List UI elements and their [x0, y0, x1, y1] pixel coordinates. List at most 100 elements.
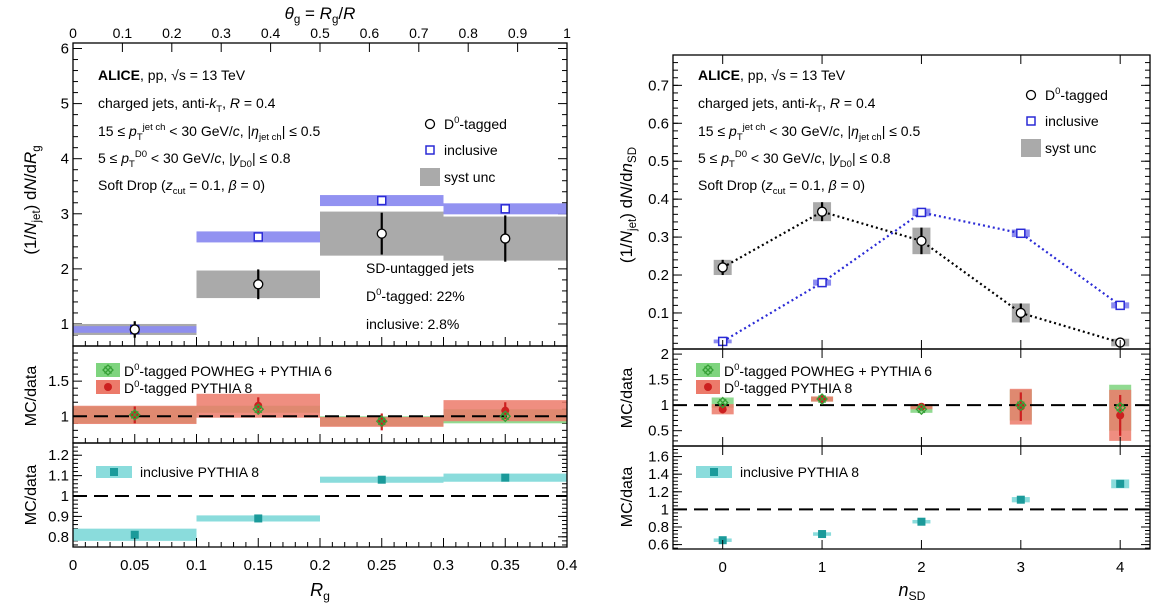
y-tick-label: 0.2 [648, 267, 669, 284]
x-axis-title: Rg [310, 580, 330, 603]
d0-selection: 5 ≤ pTD0 < 30 GeV/c, |yD0| ≤ 0.8 [698, 149, 891, 170]
legend-inclusive-pythia8-marker [110, 468, 118, 476]
ratio1-y-title: MC/data [619, 368, 636, 429]
legend-powheg-marker [702, 364, 714, 376]
legend-d0-label: D0-tagged [1045, 86, 1108, 103]
inclusive-pythia8-marker [818, 530, 827, 539]
y-tick-label: 0.4 [648, 191, 669, 208]
powheg-marker [128, 408, 141, 421]
ratio2-y-title: MC/data [619, 467, 636, 528]
y-tick-label: 0.9 [48, 508, 69, 525]
y-tick-label: 1.5 [648, 372, 669, 389]
inclusive-pythia8-marker [501, 473, 510, 482]
ratio2-y-title: MC/data [23, 465, 40, 526]
x-tick-label: 3 [1017, 559, 1025, 576]
inclusive-marker [1016, 228, 1026, 239]
legend-syst-swatch [420, 168, 440, 186]
d0-marker [1015, 307, 1026, 319]
inclusive-marker [1115, 300, 1125, 311]
legend-powheg-marker [102, 364, 114, 376]
powheg-marker [1014, 399, 1027, 412]
y-tick-label: 1 [61, 488, 69, 505]
y-tick-label: 0.8 [48, 529, 69, 546]
y-tick-label: 0.7 [648, 77, 669, 94]
legend-inclusive-marker [1026, 116, 1036, 126]
y-tick-label: 0.6 [648, 537, 669, 554]
soft-drop-params: Soft Drop (zcut = 0.1, β = 0) [698, 177, 865, 197]
x-tick-label: 0.4 [557, 557, 578, 574]
y-tick-label: 0.6 [648, 115, 669, 132]
untagged-d0: D0-tagged: 22% [366, 287, 465, 304]
inclusive-marker [253, 232, 263, 242]
powheg-marker [716, 396, 729, 409]
inclusive-pythia8-marker [917, 517, 926, 526]
x-tick-label: 2 [917, 559, 925, 576]
legend-powheg-label: D0-tagged POWHEG + PYTHIA 6 [724, 362, 932, 379]
y-tick-label: 0.5 [648, 423, 669, 440]
legend-inclusive-marker [425, 145, 435, 155]
inclusive-pythia8-marker [377, 475, 386, 484]
y-tick-label: 1.6 [648, 449, 669, 466]
x-axis-title: nSD [898, 580, 925, 603]
jet-pt-selection: 15 ≤ pTjet ch < 30 GeV/c, |ηjet ch| ≤ 0.… [98, 122, 320, 143]
y-tick-label: 2 [61, 261, 69, 278]
x-tick-label: 0.05 [120, 557, 149, 574]
x-tick-label: 0.1 [186, 557, 207, 574]
legend-d0-label: D0-tagged [444, 115, 507, 132]
d0-marker [253, 279, 264, 290]
top-axis-tick-label: 0.8 [458, 25, 478, 41]
x-tick-label: 0 [69, 557, 77, 574]
legend-syst-label: syst unc [444, 169, 495, 185]
powheg-marker [375, 415, 388, 428]
y-tick-label: 0.5 [648, 153, 669, 170]
y-tick-label: 3 [61, 206, 69, 223]
legend-syst-label: syst unc [1045, 140, 1096, 156]
d0-marker [816, 206, 828, 217]
legend-d0-marker [1025, 89, 1037, 101]
inclusive-pythia8-marker [254, 514, 263, 523]
inclusive-marker [500, 204, 510, 214]
inclusive-marker [377, 195, 387, 206]
legend-pythia8-label: D0-tagged PYTHIA 8 [724, 379, 852, 396]
alice-header: ALICE, pp, √s = 13 TeV [698, 67, 846, 83]
y-tick-label: 1 [661, 397, 669, 414]
y-tick-label: 5 [61, 96, 69, 113]
x-tick-label: 0.25 [367, 557, 396, 574]
x-tick-label: 0 [719, 559, 727, 576]
legend-pythia8-marker [704, 383, 712, 391]
powheg-marker [816, 393, 828, 405]
d0-marker [500, 233, 511, 244]
inclusive-marker [916, 207, 927, 218]
y-tick-label: 0.1 [648, 305, 669, 322]
powheg-marker [499, 410, 512, 423]
pythia8-marker [917, 402, 926, 411]
powheg-marker [915, 403, 928, 416]
top-axis-tick-label: 0.5 [310, 25, 330, 41]
y-tick-label: 1.4 [648, 466, 669, 483]
d0-marker [916, 235, 927, 247]
ratio2-frame [672, 445, 1151, 550]
jet-selection: charged jets, anti-kT, R = 0.4 [698, 95, 876, 115]
legend-pythia8-marker [104, 383, 112, 391]
legend-pythia8-label: D0-tagged PYTHIA 8 [124, 379, 252, 396]
jet-selection: charged jets, anti-kT, R = 0.4 [98, 95, 276, 115]
y-tick-label: 2 [661, 346, 669, 363]
legend-powheg-label: D0-tagged POWHEG + PYTHIA 6 [124, 362, 332, 379]
y-tick-label: 1.1 [48, 468, 69, 485]
top-axis-title: θg = Rg/R [285, 4, 356, 26]
untagged-inclusive: inclusive: 2.8% [366, 316, 459, 332]
y-tick-label: 1 [61, 408, 69, 425]
legend-inclusive-pythia8-label: inclusive PYTHIA 8 [740, 464, 859, 480]
y-tick-label: 4 [61, 151, 69, 168]
main-frame [72, 42, 568, 347]
nsd-panel: 0.1 0.2 0.3 0.4 0.5 0.6 0.7 ALICE, pp, √s = 13 … [617, 54, 1151, 603]
pythia8-marker [1116, 411, 1125, 420]
inclusive-pythia8-marker [130, 530, 139, 539]
top-axis-tick-label: 0.6 [360, 25, 380, 41]
top-axis-tick-label: 0.4 [261, 25, 281, 41]
untagged-title: SD-untagged jets [366, 260, 474, 276]
legend-inclusive-label: inclusive [1045, 113, 1099, 129]
inclusive-pythia8-marker [1016, 495, 1025, 504]
x-tick-label: 0.2 [310, 557, 331, 574]
